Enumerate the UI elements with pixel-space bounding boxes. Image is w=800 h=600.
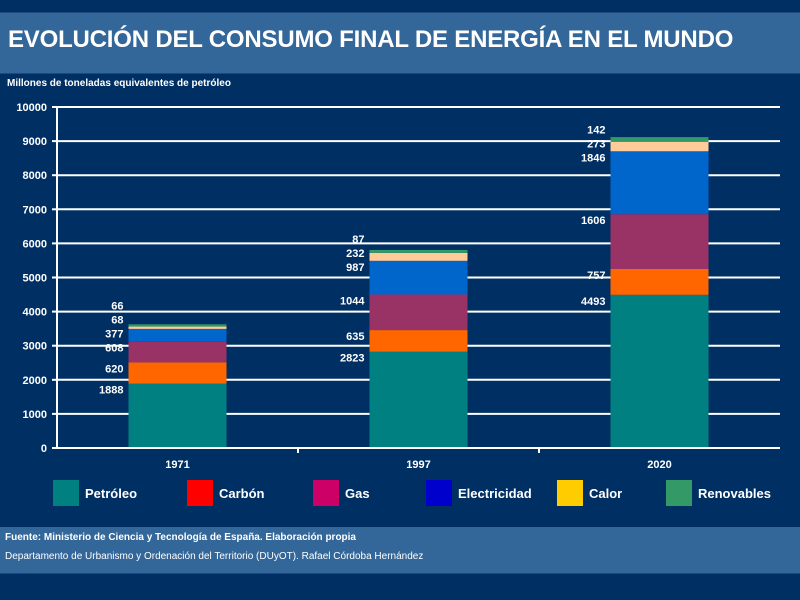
bar-segment-renovables bbox=[128, 324, 227, 327]
bar-segment-calor bbox=[128, 326, 227, 329]
data-label: 635 bbox=[346, 331, 364, 343]
bar-segment-calor bbox=[369, 252, 468, 261]
y-tick-label: 5000 bbox=[23, 273, 47, 285]
data-label: 1846 bbox=[581, 152, 605, 164]
legend-item: Calor bbox=[557, 480, 622, 506]
data-label: 608 bbox=[105, 343, 123, 355]
bar-segment-petróleo bbox=[369, 351, 468, 448]
legend-label: Gas bbox=[345, 485, 370, 501]
y-tick-label: 6000 bbox=[23, 238, 47, 250]
legend-swatch bbox=[426, 480, 452, 506]
data-label: 66 bbox=[111, 301, 123, 313]
legend-swatch bbox=[557, 480, 583, 506]
bar-segment-electricidad bbox=[610, 151, 709, 215]
legend-label: Renovables bbox=[698, 485, 771, 501]
y-tick-label: 9000 bbox=[23, 136, 47, 148]
bar-segment-carbón bbox=[128, 362, 227, 384]
x-tick-label: 1997 bbox=[406, 459, 430, 471]
x-tick-label: 2020 bbox=[647, 459, 671, 471]
data-label: 232 bbox=[346, 248, 364, 260]
y-axis-label: Millones de toneladas equivalentes de pe… bbox=[7, 78, 231, 89]
legend: Petróleo Carbón Gas Electricidad Calor Renova… bbox=[0, 480, 800, 508]
data-label: 1044 bbox=[340, 295, 365, 307]
data-label: 377 bbox=[105, 329, 123, 341]
bar-segment-gas bbox=[369, 294, 468, 331]
y-tick-label: 2000 bbox=[23, 375, 47, 387]
legend-item: Electricidad bbox=[426, 480, 532, 506]
data-label: 987 bbox=[346, 262, 364, 274]
legend-swatch bbox=[187, 480, 213, 506]
bar-segment-gas bbox=[128, 341, 227, 363]
y-tick-label: 8000 bbox=[23, 170, 47, 182]
footer: Fuente: Ministerio de Ciencia y Tecnolog… bbox=[0, 527, 800, 574]
data-label: 142 bbox=[587, 124, 605, 136]
page-title: EVOLUCIÓN DEL CONSUMO FINAL DE ENERGÍA E… bbox=[8, 26, 734, 53]
bar-segment-calor bbox=[610, 141, 709, 152]
bar-segment-carbón bbox=[610, 268, 709, 295]
bar-segment-carbón bbox=[369, 330, 468, 352]
data-label: 68 bbox=[111, 315, 123, 327]
legend-swatch bbox=[666, 480, 692, 506]
bar-segment-electricidad bbox=[369, 260, 468, 295]
y-tick-label: 4000 bbox=[23, 307, 47, 319]
data-label: 4493 bbox=[581, 296, 605, 308]
data-label: 1888 bbox=[99, 385, 123, 397]
data-label: 757 bbox=[587, 270, 605, 282]
bar-segment-renovables bbox=[369, 249, 468, 253]
y-tick-label: 7000 bbox=[23, 204, 47, 216]
credit-text: Departamento de Urbanismo y Ordenación d… bbox=[5, 551, 424, 562]
source-text: Fuente: Ministerio de Ciencia y Tecnolog… bbox=[5, 532, 356, 543]
bar-segment-electricidad bbox=[128, 328, 227, 342]
legend-swatch bbox=[313, 480, 339, 506]
y-tick-label: 0 bbox=[41, 443, 47, 455]
y-tick-label: 3000 bbox=[23, 341, 47, 353]
legend-item: Carbón bbox=[187, 480, 265, 506]
legend-item: Gas bbox=[313, 480, 370, 506]
legend-label: Electricidad bbox=[458, 485, 532, 501]
bar-segment-petróleo bbox=[610, 294, 709, 448]
bar-segment-renovables bbox=[610, 137, 709, 142]
stacked-bar-chart: 0 1000 2000 3000 4000 5000 6000 7000 8000 9000 100… bbox=[16, 102, 780, 471]
legend-label: Petróleo bbox=[85, 485, 138, 501]
data-label: 2823 bbox=[340, 353, 364, 365]
y-tick-label: 1000 bbox=[23, 409, 47, 421]
legend-swatch bbox=[53, 480, 79, 506]
title-bar: EVOLUCIÓN DEL CONSUMO FINAL DE ENERGÍA E… bbox=[0, 12, 800, 74]
data-label: 1606 bbox=[581, 215, 605, 227]
data-label: 87 bbox=[352, 234, 364, 246]
x-tick-label: 1971 bbox=[165, 459, 189, 471]
y-tick-label: 10000 bbox=[16, 102, 47, 114]
data-label: 273 bbox=[587, 138, 605, 150]
bar-segment-petróleo bbox=[128, 383, 227, 448]
legend-label: Carbón bbox=[219, 485, 265, 501]
legend-item: Renovables bbox=[666, 480, 771, 506]
data-label: 620 bbox=[105, 363, 123, 375]
bar-segment-gas bbox=[610, 214, 709, 269]
legend-item: Petróleo bbox=[53, 480, 137, 506]
legend-label: Calor bbox=[589, 485, 623, 501]
